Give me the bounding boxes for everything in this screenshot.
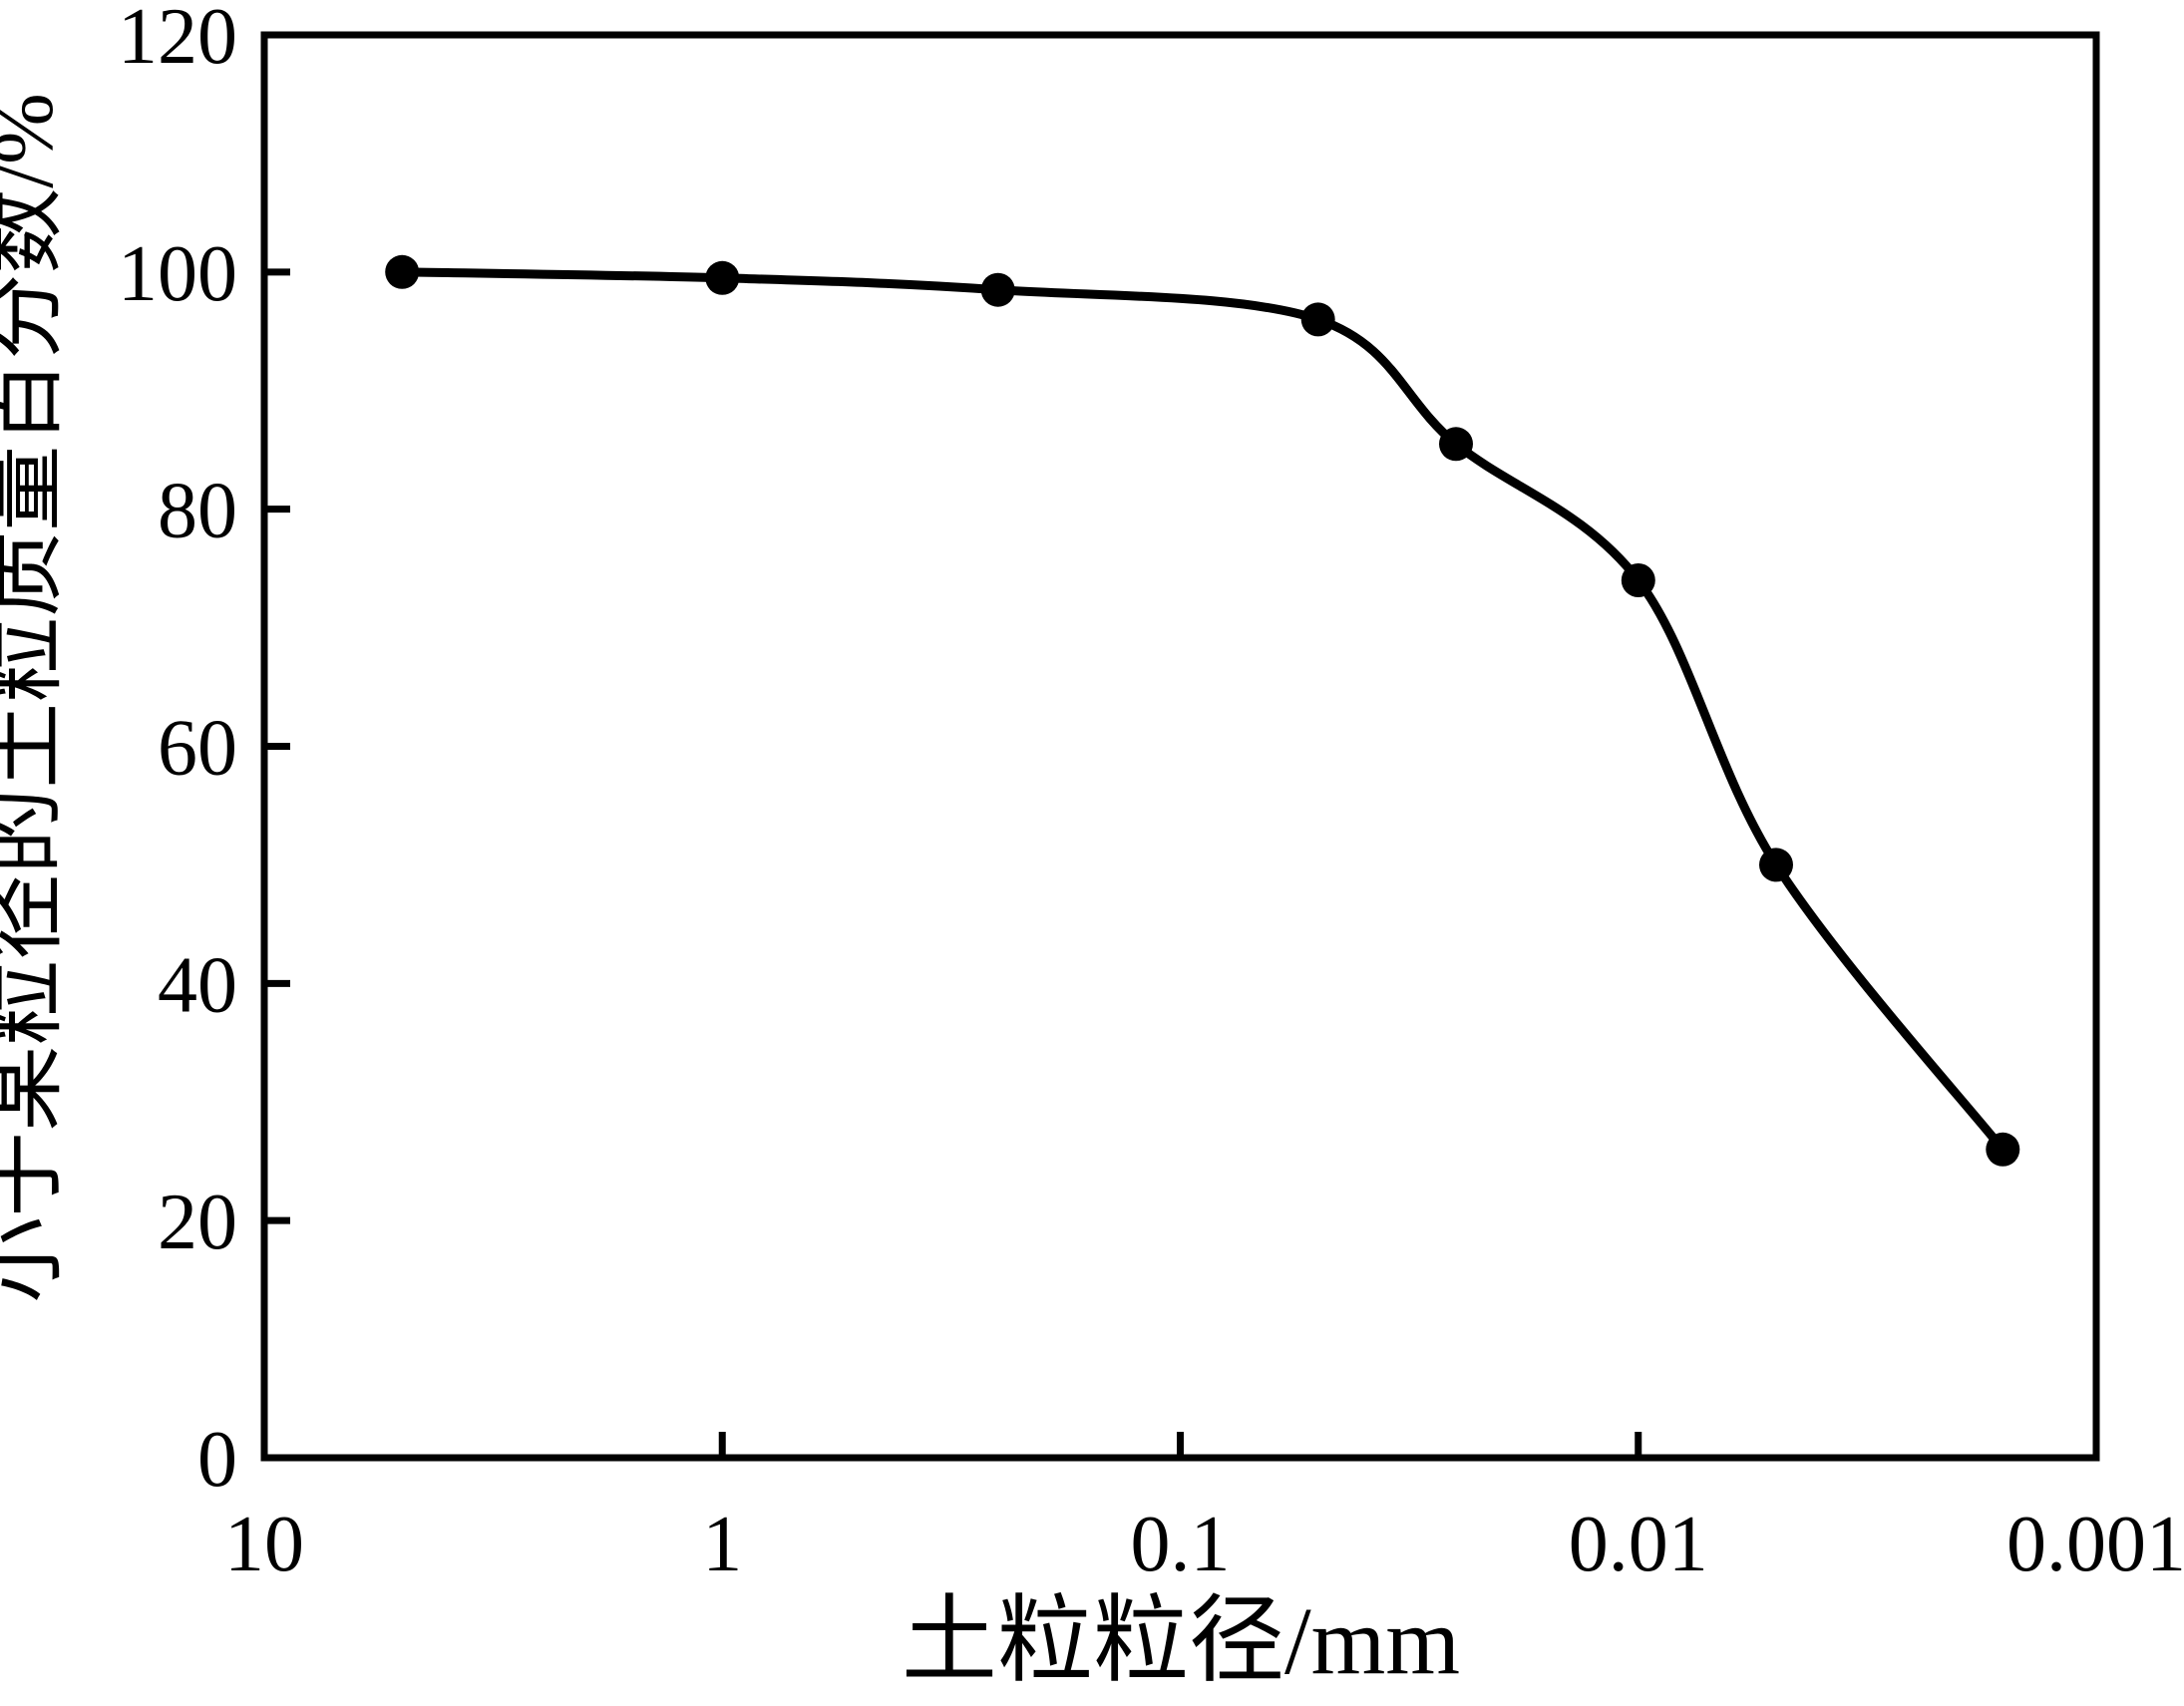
x-tick-label: 0.001 [2006, 1501, 2184, 1588]
plot-border [260, 31, 2100, 1462]
data-point-marker [980, 272, 1015, 307]
data-point-marker [1986, 1132, 2020, 1167]
data-point-marker [1439, 427, 1473, 462]
data-point-marker [385, 254, 420, 289]
series-line [397, 267, 2007, 1155]
x-axis-title: 土粒粒径/mm [902, 1587, 1460, 1694]
data-point-marker [1621, 563, 1655, 597]
data-point-marker [1759, 848, 1793, 882]
axis-tick-labels: 10 1 0.1 0.01 0.001 0 20 40 60 80 100 120 [118, 0, 2184, 1588]
y-axis-title: 小于某粒径的土粒质量百分数/% [0, 93, 71, 1303]
y-tick-label: 0 [197, 1416, 237, 1504]
axis-ticks [260, 31, 2100, 1462]
x-tick-label: 10 [224, 1501, 304, 1588]
y-tick-label: 80 [158, 468, 237, 555]
data-series [385, 254, 2020, 1167]
data-point-marker [705, 260, 740, 295]
x-tick-label: 1 [702, 1501, 742, 1588]
x-tick-label: 0.01 [1569, 1501, 1708, 1588]
y-tick-label: 100 [118, 230, 237, 318]
y-tick-label: 120 [118, 0, 237, 81]
y-tick-label: 40 [158, 941, 237, 1029]
x-tick-label: 0.1 [1131, 1501, 1231, 1588]
data-point-marker [1300, 302, 1335, 337]
y-tick-label: 60 [158, 705, 237, 793]
y-tick-label: 20 [158, 1179, 237, 1266]
